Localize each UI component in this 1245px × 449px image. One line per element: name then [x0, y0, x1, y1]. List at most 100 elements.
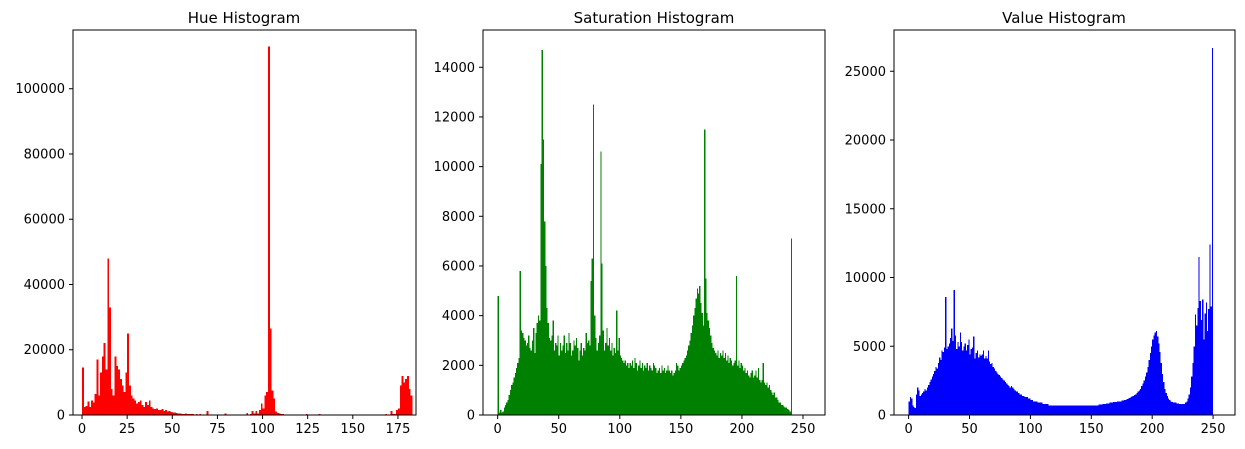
hue-histogram-bar — [181, 413, 184, 415]
value-histogram-bar — [1023, 395, 1025, 415]
value-histogram-bar — [917, 387, 919, 415]
hue-histogram-bar — [123, 392, 126, 415]
value-histogram-bar — [1204, 313, 1206, 415]
saturation-histogram-bar — [754, 375, 756, 415]
saturation-histogram-bar — [719, 352, 722, 415]
value-histogram-bar — [1030, 399, 1032, 416]
saturation-histogram-bar — [728, 362, 730, 415]
value-histogram-bar — [1165, 393, 1167, 415]
value-histogram-bar — [1154, 332, 1156, 415]
value-histogram-bar — [1059, 405, 1061, 416]
value-histogram-bar — [1076, 405, 1078, 416]
saturation-histogram-bar — [773, 392, 775, 415]
value-histogram-bar — [1096, 405, 1098, 416]
saturation-histogram-bar — [644, 365, 646, 415]
value-histogram-bar — [1124, 399, 1126, 416]
saturation-histogram-bar — [579, 350, 581, 415]
value-histogram-bar — [960, 342, 963, 416]
value-histogram-bar — [1148, 360, 1150, 415]
hue-histogram-bar — [246, 413, 249, 415]
hue-histogram-bar — [168, 411, 171, 415]
saturation-histogram-bar — [776, 397, 778, 415]
saturation-histogram-bar — [693, 315, 695, 415]
saturation-histogram-x-tick-label: 200 — [730, 422, 755, 437]
saturation-histogram-y-tick-label: 6000 — [442, 259, 475, 274]
saturation-histogram-bar — [504, 405, 507, 415]
saturation-histogram-bar — [595, 338, 597, 415]
saturation-histogram-bar — [679, 367, 681, 415]
hue-histogram-bar — [403, 382, 406, 415]
saturation-histogram-bar — [761, 380, 763, 415]
saturation-histogram-bar — [718, 357, 720, 415]
saturation-histogram-bar — [666, 370, 668, 415]
hue-histogram-bar — [85, 405, 88, 415]
value-histogram-bar — [1149, 353, 1151, 416]
hue-histogram-bar — [161, 409, 164, 415]
value-histogram-bar — [1193, 346, 1195, 415]
value-histogram-bar — [909, 397, 912, 416]
value-histogram-bar — [924, 388, 926, 416]
saturation-histogram-bar — [513, 377, 515, 415]
value-histogram-bar — [1210, 306, 1212, 416]
value-histogram-bar — [950, 338, 952, 415]
value-histogram-bar — [1138, 390, 1141, 415]
value-histogram-bar — [980, 355, 982, 416]
value-histogram-bar — [1199, 300, 1201, 416]
saturation-histogram-bar — [634, 357, 636, 415]
value-histogram-bar — [939, 357, 941, 415]
saturation-histogram-bar — [673, 372, 675, 415]
saturation-histogram-bar — [540, 164, 542, 415]
saturation-histogram-y-tick-label: 14000 — [434, 61, 475, 76]
saturation-histogram-bar — [592, 104, 595, 416]
value-histogram-bar — [948, 343, 951, 415]
saturation-histogram-bar — [734, 360, 736, 415]
saturation-histogram-bar — [744, 367, 746, 415]
value-histogram-x-tick-label: 150 — [1079, 422, 1104, 437]
value-histogram-bar — [1155, 331, 1158, 416]
saturation-histogram-bar — [788, 410, 790, 415]
value-histogram-bar — [936, 368, 938, 415]
saturation-histogram-bar — [630, 365, 633, 415]
value-histogram-bar — [1006, 383, 1008, 416]
hue-histogram-y-tick-label: 80000 — [24, 147, 65, 162]
value-histogram-bar — [1177, 403, 1179, 415]
value-histogram-bar — [1208, 309, 1210, 416]
saturation-histogram-y-tick-label: 2000 — [442, 359, 475, 374]
saturation-histogram-y-tick-label: 0 — [467, 409, 475, 424]
hue-histogram-bar — [82, 367, 84, 415]
hue-histogram-bar — [159, 410, 162, 415]
saturation-histogram-bar — [682, 362, 684, 415]
saturation-histogram-y-tick-label: 8000 — [442, 210, 475, 225]
saturation-histogram-bar — [663, 367, 665, 415]
saturation-histogram-bar — [574, 345, 576, 415]
saturation-histogram-bar — [568, 333, 570, 415]
value-histogram-bar — [943, 347, 946, 416]
value-histogram-x-ticks: 0 50 100 150 200 250 — [904, 415, 1225, 437]
value-histogram-bar — [1074, 405, 1076, 416]
saturation-histogram-bar — [645, 367, 647, 415]
value-histogram-bar — [941, 350, 943, 416]
value-histogram-panel: Value Histogram 0 50 100 150 200 250 0 5000 100… — [845, 9, 1236, 437]
value-histogram-bar — [1083, 405, 1086, 416]
value-histogram-bar — [1104, 404, 1106, 415]
saturation-histogram-bar — [675, 362, 678, 415]
value-histogram-bar — [1035, 401, 1037, 415]
saturation-histogram-bar — [683, 360, 685, 415]
hue-histogram-bar — [172, 412, 175, 415]
saturation-histogram-bar — [536, 323, 538, 415]
value-histogram-bar — [926, 387, 929, 415]
saturation-histogram-bar — [706, 313, 708, 415]
saturation-histogram-bar — [614, 352, 617, 415]
saturation-histogram-bar — [624, 360, 626, 415]
value-histogram-bar — [1176, 403, 1178, 415]
hue-histogram-bar — [118, 369, 120, 415]
hue-histogram-bar — [107, 258, 110, 415]
value-histogram-bar — [1175, 402, 1177, 416]
value-histogram-bar — [1171, 401, 1173, 415]
value-histogram-bar — [1037, 402, 1039, 416]
saturation-histogram-bar — [537, 315, 540, 415]
value-histogram-bar — [1137, 391, 1139, 416]
hue-histogram-bar — [258, 409, 261, 415]
value-histogram-bar — [1060, 405, 1063, 416]
saturation-histogram-y-tick-label: 4000 — [442, 309, 475, 324]
